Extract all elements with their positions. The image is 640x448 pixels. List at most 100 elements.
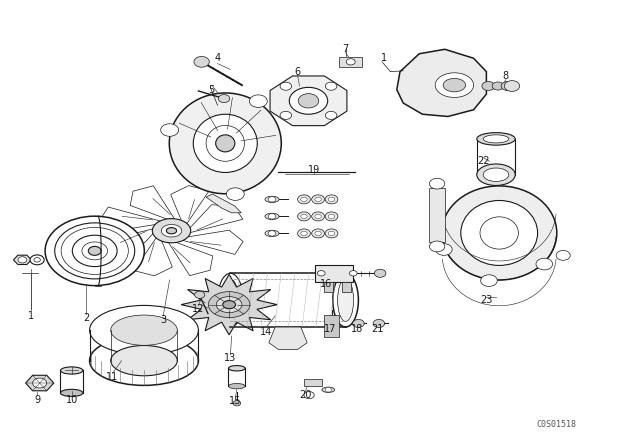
Ellipse shape	[265, 196, 279, 202]
Circle shape	[325, 388, 332, 392]
Ellipse shape	[435, 73, 474, 98]
Text: 4: 4	[214, 53, 221, 63]
Circle shape	[353, 319, 364, 327]
Polygon shape	[134, 238, 172, 276]
Ellipse shape	[477, 133, 515, 145]
Polygon shape	[270, 76, 347, 125]
Polygon shape	[183, 230, 243, 254]
Ellipse shape	[88, 246, 101, 255]
Circle shape	[315, 197, 321, 202]
Ellipse shape	[216, 135, 235, 152]
Ellipse shape	[483, 135, 509, 143]
Text: 19: 19	[307, 165, 320, 175]
Bar	[324, 282, 333, 292]
Polygon shape	[206, 194, 241, 213]
Ellipse shape	[228, 383, 245, 389]
Ellipse shape	[265, 230, 279, 237]
Circle shape	[504, 81, 520, 91]
Text: 9: 9	[34, 395, 40, 405]
Text: 1: 1	[28, 311, 34, 321]
Ellipse shape	[152, 219, 191, 243]
Circle shape	[349, 271, 357, 276]
Polygon shape	[181, 274, 277, 335]
Ellipse shape	[477, 164, 515, 185]
Text: 7: 7	[342, 44, 349, 54]
Text: 21: 21	[371, 324, 384, 334]
Text: 1: 1	[381, 53, 387, 63]
Circle shape	[325, 195, 338, 204]
Circle shape	[325, 82, 337, 90]
Text: 18: 18	[351, 324, 364, 334]
Circle shape	[325, 212, 338, 221]
Ellipse shape	[223, 279, 238, 322]
Circle shape	[312, 229, 324, 238]
Circle shape	[298, 212, 310, 221]
Ellipse shape	[166, 228, 177, 234]
Text: 14: 14	[259, 327, 272, 336]
Ellipse shape	[193, 114, 257, 172]
Text: 11: 11	[106, 372, 118, 382]
Circle shape	[298, 94, 319, 108]
Text: 8: 8	[502, 71, 509, 81]
Ellipse shape	[111, 345, 177, 376]
Circle shape	[374, 269, 386, 277]
Circle shape	[298, 229, 310, 238]
Ellipse shape	[61, 389, 83, 396]
Ellipse shape	[223, 301, 236, 309]
Ellipse shape	[228, 366, 245, 371]
Ellipse shape	[30, 255, 44, 265]
Ellipse shape	[90, 306, 198, 355]
Text: 6: 6	[294, 67, 301, 77]
Circle shape	[18, 257, 27, 263]
Circle shape	[315, 214, 321, 219]
Ellipse shape	[216, 297, 242, 313]
Circle shape	[301, 231, 307, 236]
Text: 16: 16	[320, 280, 333, 289]
Ellipse shape	[206, 125, 244, 161]
Circle shape	[429, 178, 445, 189]
Circle shape	[325, 112, 337, 120]
Circle shape	[233, 401, 241, 406]
Polygon shape	[13, 255, 31, 264]
Circle shape	[328, 214, 335, 219]
Circle shape	[227, 188, 244, 200]
Circle shape	[280, 112, 292, 120]
Text: 22: 22	[477, 156, 490, 166]
Bar	[429, 188, 445, 242]
Polygon shape	[190, 205, 243, 233]
Ellipse shape	[209, 292, 250, 318]
Circle shape	[501, 82, 514, 90]
Text: 15: 15	[229, 396, 242, 406]
Ellipse shape	[111, 315, 177, 345]
Circle shape	[298, 195, 310, 204]
Circle shape	[301, 214, 307, 219]
Text: 10: 10	[65, 395, 78, 405]
Ellipse shape	[169, 93, 282, 194]
Text: C0S01518: C0S01518	[537, 420, 577, 429]
Ellipse shape	[90, 336, 198, 385]
Ellipse shape	[265, 213, 279, 220]
Polygon shape	[169, 242, 213, 276]
Circle shape	[218, 95, 230, 103]
Text: 13: 13	[224, 353, 237, 363]
Ellipse shape	[443, 78, 466, 92]
Ellipse shape	[333, 273, 358, 327]
Circle shape	[268, 231, 276, 236]
Bar	[315, 265, 353, 282]
Polygon shape	[100, 229, 153, 257]
Circle shape	[315, 231, 321, 236]
Ellipse shape	[61, 367, 83, 374]
Ellipse shape	[338, 279, 354, 322]
Ellipse shape	[442, 186, 557, 280]
Polygon shape	[100, 207, 160, 231]
Circle shape	[317, 271, 325, 276]
Polygon shape	[397, 49, 486, 116]
Circle shape	[268, 197, 276, 202]
Circle shape	[328, 231, 335, 236]
Ellipse shape	[45, 216, 145, 286]
Circle shape	[482, 82, 495, 90]
Text: 3: 3	[160, 315, 166, 325]
Polygon shape	[171, 185, 209, 224]
Circle shape	[301, 197, 307, 202]
Ellipse shape	[322, 387, 335, 392]
